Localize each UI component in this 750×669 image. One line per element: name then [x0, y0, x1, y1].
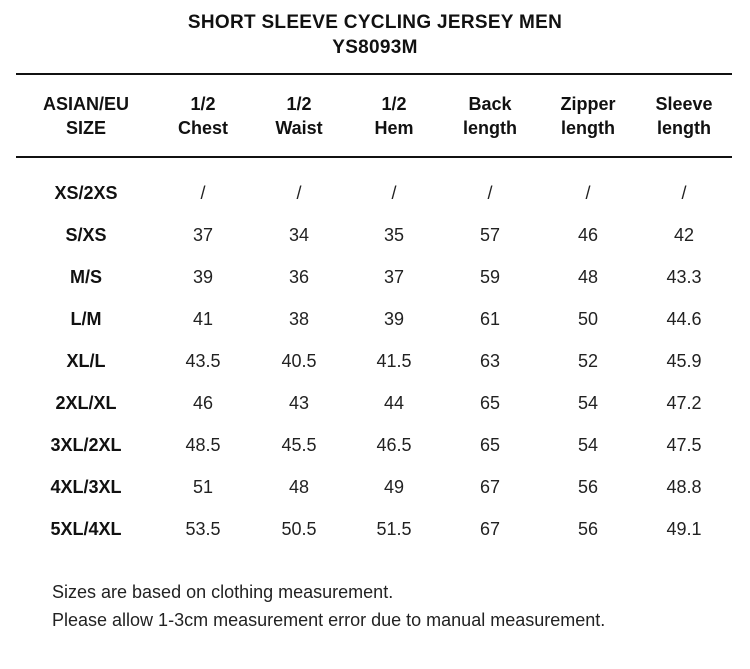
chest-cell: 48.5	[185, 434, 221, 455]
back-length-cell: 65	[479, 434, 501, 455]
table-body: XS/2XS / / / / / / S/XS 37 34 35 57 46 4…	[16, 156, 732, 550]
table-row: M/S 39 36 37 59 48 43.3	[16, 256, 732, 298]
header-size: ASIAN/EU SIZE	[42, 93, 129, 138]
chest-cell: 46	[192, 392, 214, 413]
table-row: 3XL/2XL 48.5 45.5 46.5 65 54 47.5	[16, 424, 732, 466]
hem-cell: 51.5	[376, 518, 412, 539]
zipper-length-cell: 50	[577, 308, 599, 329]
size-cell: XL/L	[66, 350, 106, 371]
header-zipper-length: Zipper length	[560, 93, 616, 138]
header-waist: 1/2 Waist	[275, 93, 323, 138]
zipper-length-cell: 48	[577, 266, 599, 287]
chest-cell: /	[200, 182, 206, 203]
size-cell: 3XL/2XL	[50, 434, 122, 455]
title-line-code: YS8093M	[332, 37, 418, 58]
size-cell: 5XL/4XL	[50, 518, 122, 539]
sleeve-length-cell: 48.8	[666, 476, 702, 497]
note-measurement-error: Please allow 1-3cm measurement error due…	[52, 610, 606, 630]
size-cell: M/S	[69, 266, 102, 287]
waist-cell: 34	[288, 224, 310, 245]
back-length-cell: 65	[479, 392, 501, 413]
waist-cell: 48	[288, 476, 310, 497]
hem-cell: 44	[383, 392, 405, 413]
size-cell: S/XS	[65, 224, 107, 245]
chest-cell: 37	[192, 224, 214, 245]
title-line-product: SHORT SLEEVE CYCLING JERSEY MEN	[187, 12, 563, 33]
chest-cell: 41	[192, 308, 214, 329]
sleeve-length-cell: 43.3	[666, 266, 702, 287]
chest-cell: 43.5	[185, 350, 221, 371]
table-row: XS/2XS / / / / / /	[16, 156, 732, 214]
waist-cell: 43	[288, 392, 310, 413]
zipper-length-cell: 56	[577, 518, 599, 539]
zipper-length-cell: 54	[577, 434, 599, 455]
hem-cell: 39	[383, 308, 405, 329]
header-hem: 1/2 Hem	[374, 93, 414, 138]
sleeve-length-cell: 42	[673, 224, 695, 245]
page-title: SHORT SLEEVE CYCLING JERSEY MEN YS8093M	[0, 10, 750, 60]
hem-cell: 35	[383, 224, 405, 245]
hem-cell: 46.5	[376, 434, 412, 455]
sleeve-length-cell: 49.1	[666, 518, 702, 539]
table-top-rule	[16, 73, 732, 75]
header-back-length: Back length	[463, 93, 517, 138]
size-chart-table: ASIAN/EU SIZE 1/2 Chest 1/2 Waist 1/2 He…	[16, 75, 732, 550]
back-length-cell: 59	[479, 266, 501, 287]
table-row: XL/L 43.5 40.5 41.5 63 52 45.9	[16, 340, 732, 382]
back-length-cell: 63	[479, 350, 501, 371]
table-row: L/M 41 38 39 61 50 44.6	[16, 298, 732, 340]
back-length-cell: 57	[479, 224, 501, 245]
waist-cell: 36	[288, 266, 310, 287]
back-length-cell: 61	[479, 308, 501, 329]
waist-cell: /	[296, 182, 302, 203]
back-length-cell: 67	[479, 476, 501, 497]
zipper-length-cell: /	[585, 182, 591, 203]
hem-cell: 49	[383, 476, 405, 497]
size-cell: L/M	[70, 308, 102, 329]
sleeve-length-cell: 47.5	[666, 434, 702, 455]
note-measurement-basis: Sizes are based on clothing measurement.	[52, 582, 394, 602]
sleeve-length-cell: /	[681, 182, 687, 203]
waist-cell: 45.5	[281, 434, 317, 455]
chest-cell: 51	[192, 476, 214, 497]
table-row: 2XL/XL 46 43 44 65 54 47.2	[16, 382, 732, 424]
waist-cell: 38	[288, 308, 310, 329]
waist-cell: 40.5	[281, 350, 317, 371]
waist-cell: 50.5	[281, 518, 317, 539]
sleeve-length-cell: 45.9	[666, 350, 702, 371]
header-sleeve-length: Sleeve length	[655, 93, 713, 138]
header-divider-rule	[16, 156, 732, 158]
zipper-length-cell: 46	[577, 224, 599, 245]
sleeve-length-cell: 44.6	[666, 308, 702, 329]
zipper-length-cell: 56	[577, 476, 599, 497]
hem-cell: /	[391, 182, 397, 203]
table-row: 5XL/4XL 53.5 50.5 51.5 67 56 49.1	[16, 508, 732, 550]
header-chest: 1/2 Chest	[177, 93, 228, 138]
zipper-length-cell: 54	[577, 392, 599, 413]
back-length-cell: /	[487, 182, 493, 203]
table-row: 4XL/3XL 51 48 49 67 56 48.8	[16, 466, 732, 508]
size-cell: 2XL/XL	[55, 392, 117, 413]
back-length-cell: 67	[479, 518, 501, 539]
sleeve-length-cell: 47.2	[666, 392, 702, 413]
table-header-row: ASIAN/EU SIZE 1/2 Chest 1/2 Waist 1/2 He…	[16, 75, 732, 156]
zipper-length-cell: 52	[577, 350, 599, 371]
hem-cell: 41.5	[376, 350, 412, 371]
hem-cell: 37	[383, 266, 405, 287]
size-cell: XS/2XS	[54, 182, 118, 203]
chest-cell: 53.5	[185, 518, 221, 539]
chest-cell: 39	[192, 266, 214, 287]
size-cell: 4XL/3XL	[50, 476, 122, 497]
table-row: S/XS 37 34 35 57 46 42	[16, 214, 732, 256]
